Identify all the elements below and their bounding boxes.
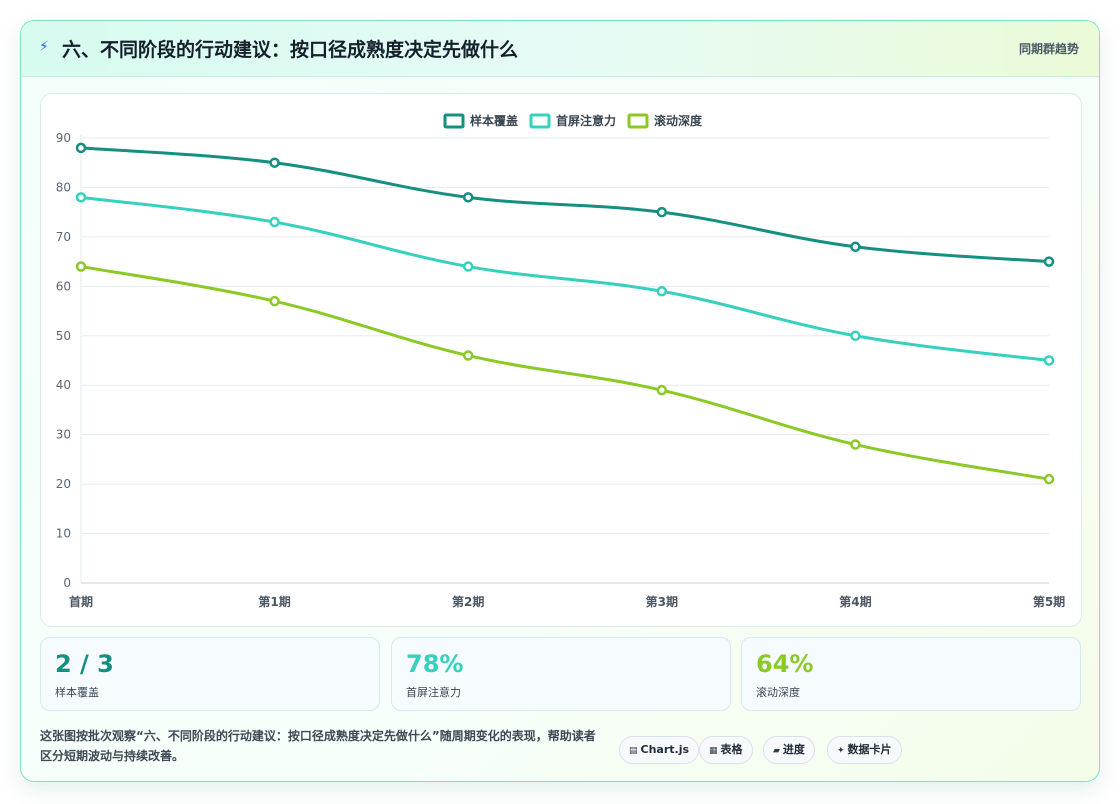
x-tick-label: 第3期 xyxy=(646,594,678,609)
data-point xyxy=(1043,355,1055,366)
y-tick-label: 70 xyxy=(56,230,71,244)
kpi-value: 64% xyxy=(756,650,814,678)
y-tick-label: 10 xyxy=(56,527,71,541)
sparkle-icon: ✦ xyxy=(837,746,845,756)
x-tick-label: 第5期 xyxy=(1033,594,1065,609)
data-point xyxy=(75,261,87,272)
data-point xyxy=(1043,256,1055,267)
legend-label: 样本覆盖 xyxy=(470,113,518,128)
pill-label: 进度 xyxy=(782,743,805,756)
kpi-label: 首屏注意力 xyxy=(406,686,461,699)
series-line xyxy=(80,195,1050,362)
data-point xyxy=(850,330,861,342)
chart-description: 这张图按批次观察“六、不同阶段的行动建议：按口径成熟度决定先做什么”随周期变化的… xyxy=(40,729,596,763)
y-tick-label: 90 xyxy=(56,131,71,145)
data-point xyxy=(75,142,87,154)
x-tick-label: 第2期 xyxy=(452,594,484,609)
y-tick-label: 40 xyxy=(56,378,71,392)
kpi-label: 滚动深度 xyxy=(756,686,800,699)
y-tick-label: 30 xyxy=(56,428,71,442)
data-point xyxy=(656,384,668,396)
progress-icon: ▰ xyxy=(773,746,780,756)
data-point xyxy=(656,206,668,218)
section-title: 六、不同阶段的行动建议：按口径成熟度决定先做什么 xyxy=(62,39,519,61)
chart-icon: ▤ xyxy=(629,746,638,756)
pill-label: 表格 xyxy=(720,743,743,756)
kpi-value: 78% xyxy=(406,650,464,678)
chart-tag: 同期群趋势 xyxy=(1018,42,1079,56)
data-point xyxy=(462,350,474,361)
pill-label: Chart.js xyxy=(640,743,690,756)
data-point xyxy=(1043,473,1055,485)
data-point xyxy=(269,295,280,307)
pill-chartjs[interactable]: ▤ Chart.js xyxy=(619,736,700,764)
x-tick-label: 第4期 xyxy=(839,594,871,609)
data-point xyxy=(656,286,668,297)
series-line xyxy=(80,146,1050,264)
legend-label: 首屏注意力 xyxy=(556,113,616,128)
line-chart: 0 10 20 30 40 50 60 70 80 90 首期 第1期 第2期 第3期 第4期 第5期 样本覆盖… xyxy=(56,113,1065,609)
data-point xyxy=(269,216,280,228)
pill-progress[interactable]: ▰ 进度 xyxy=(763,736,815,764)
data-point xyxy=(269,157,280,168)
y-tick-label: 20 xyxy=(56,477,71,491)
kpi-value: 2 / 3 xyxy=(55,650,114,678)
legend-swatch xyxy=(529,113,551,129)
y-tick-label: 0 xyxy=(63,576,71,590)
card-header: ⚡ 六、不同阶段的行动建议：按口径成熟度决定先做什么 同期群趋势 xyxy=(21,21,1099,77)
chart-panel: 0 10 20 30 40 50 60 70 80 90 首期 第1期 第2期 第3期 第4期 第5期 样本覆盖… xyxy=(40,93,1082,627)
legend-swatch xyxy=(443,113,465,129)
lightning-icon: ⚡ xyxy=(39,39,49,55)
report-card: ⚡ 六、不同阶段的行动建议：按口径成熟度决定先做什么 同期群趋势 0 10 20 30… xyxy=(20,20,1100,782)
legend-swatch xyxy=(627,113,649,129)
kpi-card-scroll-depth: 64% 滚动深度 xyxy=(741,637,1081,711)
kpi-label: 样本覆盖 xyxy=(55,686,99,699)
x-tick-label: 第1期 xyxy=(258,594,290,609)
y-tick-label: 60 xyxy=(56,279,71,293)
pill-label: 数据卡片 xyxy=(847,743,892,756)
y-tick-label: 50 xyxy=(56,329,71,343)
data-point xyxy=(75,192,87,203)
kpi-card-first-screen-attention: 78% 首屏注意力 xyxy=(391,637,731,711)
data-point xyxy=(462,261,474,272)
series-line xyxy=(80,265,1050,481)
data-point xyxy=(850,439,861,450)
table-icon: ▦ xyxy=(709,746,718,756)
y-tick-label: 80 xyxy=(56,180,71,194)
kpi-card-sample-coverage: 2 / 3 样本覆盖 xyxy=(40,637,380,711)
legend-label: 滚动深度 xyxy=(654,113,703,128)
pill-data-card[interactable]: ✦ 数据卡片 xyxy=(827,736,902,764)
data-point xyxy=(462,192,474,203)
data-point xyxy=(850,241,861,253)
pill-table[interactable]: ▦ 表格 xyxy=(699,736,753,764)
x-tick-label: 首期 xyxy=(69,594,93,609)
